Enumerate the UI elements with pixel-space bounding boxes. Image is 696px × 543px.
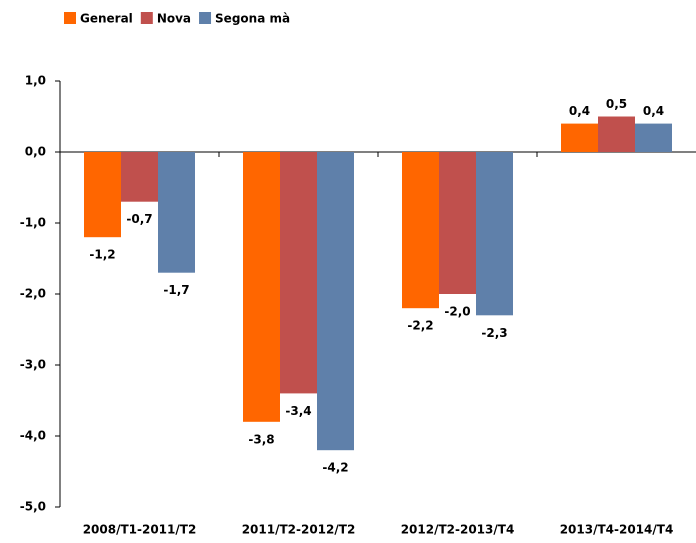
legend-label: Segona mà: [215, 12, 290, 26]
value-label: -2,3: [481, 326, 507, 340]
bar: [121, 152, 158, 202]
value-label: -2,0: [444, 305, 470, 319]
legend-label: General: [80, 12, 133, 26]
bar: [635, 123, 672, 152]
value-label: -3,8: [248, 432, 274, 446]
value-label: -0,7: [126, 212, 152, 226]
bar: [402, 152, 439, 309]
bar: [84, 152, 121, 238]
y-tick-label: 0,0: [25, 145, 46, 159]
y-tick-label: -2,0: [20, 287, 46, 301]
value-label: -1,7: [163, 283, 189, 297]
x-tick-label: 2008/T1-2011/T2: [83, 523, 197, 537]
legend-label: Nova: [157, 12, 191, 26]
y-tick-label: -5,0: [20, 500, 46, 514]
x-tick-label: 2011/T2-2012/T2: [242, 523, 356, 537]
legend-swatch: [140, 12, 153, 24]
value-label: -4,2: [322, 461, 348, 475]
y-tick-label: -4,0: [20, 429, 46, 443]
y-tick-label: -1,0: [20, 216, 46, 230]
y-tick-label: 1,0: [25, 74, 46, 88]
legend-swatch: [64, 12, 76, 24]
x-tick-label: 2013/T4-2014/T4: [560, 523, 674, 537]
bar: [476, 152, 513, 316]
legend-swatch: [199, 12, 212, 24]
bar: [317, 152, 354, 451]
x-tick-label: 2012/T2-2013/T4: [401, 523, 515, 537]
value-label: -1,2: [89, 248, 115, 262]
bar: [158, 152, 195, 273]
value-label: 0,4: [569, 104, 590, 118]
bar: [439, 152, 476, 294]
value-label: -3,4: [285, 404, 311, 418]
bar: [561, 123, 598, 152]
bar: [280, 152, 317, 394]
bar: [598, 116, 635, 152]
bar: [243, 152, 280, 422]
value-label: 0,5: [606, 97, 627, 111]
value-label: 0,4: [643, 104, 664, 118]
value-label: -2,2: [407, 319, 433, 333]
y-tick-label: -3,0: [20, 358, 46, 372]
